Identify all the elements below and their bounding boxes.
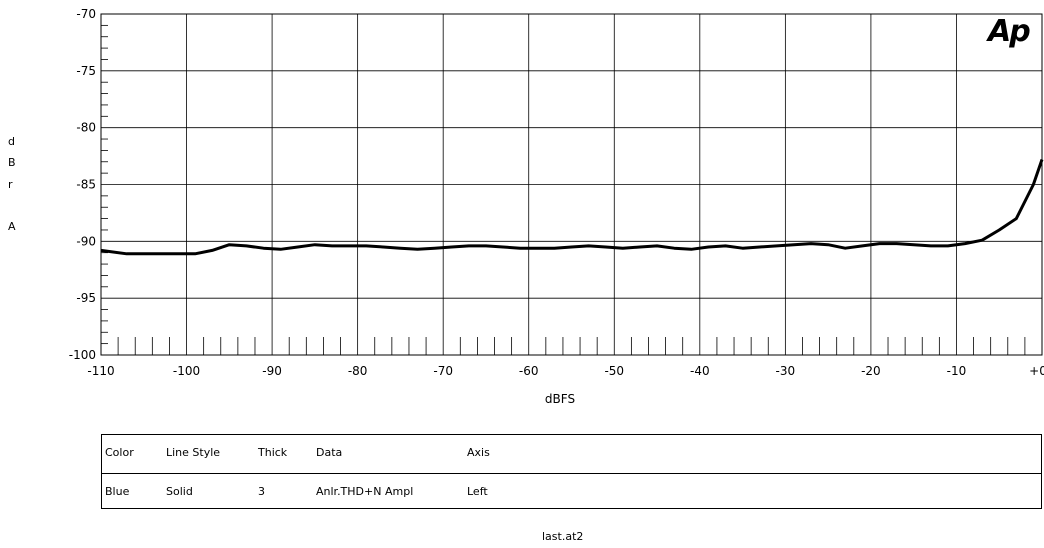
x-tick-label: -90 [262, 364, 282, 378]
x-tick-label: -60 [519, 364, 539, 378]
legend-cell-line-style: Solid [166, 485, 193, 498]
x-tick-label: -20 [861, 364, 881, 378]
x-axis-label: dBFS [545, 392, 575, 406]
x-tick-label: -10 [947, 364, 967, 378]
legend-table: Color Line Style Thick Data Axis Blue So… [101, 434, 1042, 509]
x-tick-label: -80 [348, 364, 368, 378]
chart: -110 -100 -90 -80 -70 -60 -50 -40 -30 -20 -10 +0 -7… [69, 7, 1044, 406]
y-axis-label-letter: r [8, 178, 13, 191]
filename-label: last.at2 [542, 530, 584, 543]
legend-cell-axis: Left [467, 485, 488, 498]
y-tick-label: -75 [76, 64, 96, 78]
legend-header-axis: Axis [467, 446, 490, 459]
series-line [100, 159, 1044, 256]
plot-frame [100, 13, 1043, 356]
x-tick-label: -70 [433, 364, 453, 378]
y-axis-label-letter: d [8, 135, 15, 148]
y-tick-label: -85 [76, 178, 96, 192]
x-tick-label: -100 [173, 364, 200, 378]
x-tick-label: -30 [776, 364, 796, 378]
legend-cell-color: Blue [105, 485, 130, 498]
y-tick-label: -70 [76, 7, 96, 21]
y-tick-label: -80 [76, 121, 96, 135]
x-tick-label: -50 [604, 364, 624, 378]
x-tick-labels: -110 -100 -90 -80 -70 -60 -50 -40 -30 -20 -10 +0 [87, 364, 1044, 378]
legend-header-thick: Thick [258, 446, 288, 459]
x-tick-label: -110 [87, 364, 114, 378]
x-tick-label: -40 [690, 364, 710, 378]
legend-cell-thick: 3 [258, 485, 265, 498]
grid [101, 14, 1042, 355]
y-tick-label: -95 [76, 291, 96, 305]
series-group [100, 159, 1044, 256]
y-axis-label-letter: A [8, 220, 16, 233]
legend-divider [102, 473, 1041, 474]
ap-logo: Ap [988, 14, 1031, 49]
y-tick-label: -90 [76, 234, 96, 248]
y-tick-labels: -70 -75 -80 -85 -90 -95 -100 [69, 7, 96, 362]
legend-header-data: Data [316, 446, 343, 459]
y-tick-label: -100 [69, 348, 96, 362]
x-tick-label: +0 [1029, 364, 1044, 378]
legend-cell-data: Anlr.THD+N Ampl [316, 485, 414, 498]
legend-header-color: Color [105, 446, 134, 459]
y-axis-label-letter: B [8, 156, 16, 169]
legend-header-line-style: Line Style [166, 446, 221, 459]
minor-ticks [101, 24, 1026, 355]
